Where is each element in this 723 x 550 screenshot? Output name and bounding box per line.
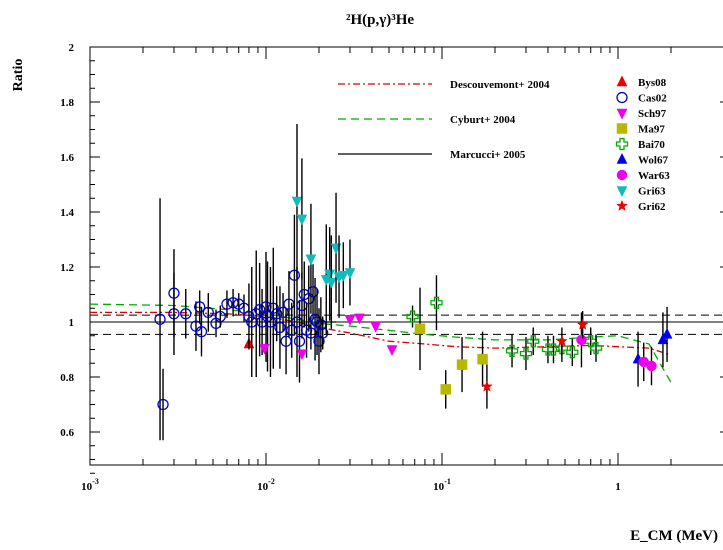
point-cas02 [305,327,317,339]
point-gri63 [305,254,317,266]
y-tick-label: 0.6 [60,427,74,439]
point-cas02 [274,321,286,334]
y-tick-label: 0.8 [60,372,74,384]
legend-label: War63 [638,170,670,182]
point-bai70 [555,341,569,355]
point-sch97 [296,349,308,361]
y-tick-label: 1.8 [60,97,74,109]
point-gri62 [556,334,568,347]
point-bai70 [589,341,603,355]
point-gri63 [324,269,336,281]
legend-marker [616,186,628,198]
y-tick-label: 1.6 [60,152,74,164]
point-ma97 [440,384,451,395]
point-cas02 [267,302,279,314]
point-gri63 [296,214,308,226]
legend-marker [616,123,628,134]
point-cas02 [214,310,226,323]
x-axis-label: E_CM (MeV) [630,528,718,544]
point-bai70 [566,346,579,359]
point-gri63 [325,277,337,289]
point-cas02 [253,303,266,316]
point-cas02 [194,301,206,313]
point-cas02 [271,308,283,320]
point-cas02 [293,335,306,347]
point-cas02 [307,286,319,298]
point-bai70 [505,344,519,358]
point-ma97 [456,359,468,370]
point-bai70 [527,335,540,348]
legend-marker [615,137,629,151]
x-tick-label: 1 [615,481,621,493]
legend-label: Bai70 [638,139,665,151]
y-tick-label: 1 [69,317,75,329]
legend-label: Descouvemont+ 2004 [450,79,550,91]
point-bai70 [430,296,443,309]
legend-label: Gri62 [638,201,666,213]
point-sch97 [386,345,398,357]
point-cas02 [288,269,301,281]
plot-frame [89,46,723,466]
legend-label: Cas02 [638,93,667,105]
legend-marker [616,199,628,211]
x-tick-label: 10-2 [257,477,275,493]
legend-marker [616,91,628,104]
legend-label: Sch97 [638,108,667,120]
x-tick-label: 10-1 [433,477,451,493]
legend: Descouvemont+ 2004 Cyburt+ 2004 Marcucci+ … [338,75,670,213]
point-cas02 [180,308,192,320]
legend-label: Marcucci+ 2005 [450,149,526,161]
x-tick-label: 10-3 [81,477,99,493]
point-gri63 [337,271,349,282]
point-sch97 [344,315,356,326]
point-war63 [646,360,657,372]
point-ma97 [414,323,426,335]
y-tick-label: 1.4 [60,207,74,219]
point-cas02 [221,298,233,310]
data-points [154,124,673,441]
point-war63 [576,334,587,346]
point-ma97 [477,353,488,365]
legend-marker [616,152,628,164]
legend-label: Bys08 [638,77,667,89]
legend-label: Wol67 [638,155,668,167]
y-tick-label: 2 [69,42,75,54]
legend-label: Cyburt+ 2004 [450,114,516,126]
point-gri63 [344,268,356,280]
legend-marker [616,169,628,181]
point-cas02 [277,306,289,319]
point-cas02 [195,325,208,338]
point-bai70 [547,343,560,356]
point-cas02 [168,287,180,299]
chart-title: ²H(p,γ)³He [346,12,414,28]
point-cas02 [157,398,169,411]
point-gri62 [576,318,589,330]
curve-descouvemont [90,311,672,356]
y-tick-label: 1.2 [60,262,74,274]
point-cas02 [317,327,329,339]
legend-label: Gri63 [638,186,666,198]
point-bai70 [406,310,419,323]
point-wol67 [657,333,669,345]
point-gri63 [291,196,303,208]
y-axis-label: Ratio [11,59,26,92]
legend-marker [616,108,628,120]
point-sch97 [354,313,365,325]
point-gri62 [481,380,493,392]
point-sch97 [259,343,270,355]
point-cas02 [202,306,214,319]
point-cas02 [264,316,277,328]
point-bai70 [519,347,533,360]
legend-label: Ma97 [638,124,665,136]
point-sch97 [370,321,382,333]
legend-marker [616,75,628,87]
point-cas02 [154,313,166,325]
point-cas02 [243,310,255,323]
point-wol67 [661,327,673,339]
